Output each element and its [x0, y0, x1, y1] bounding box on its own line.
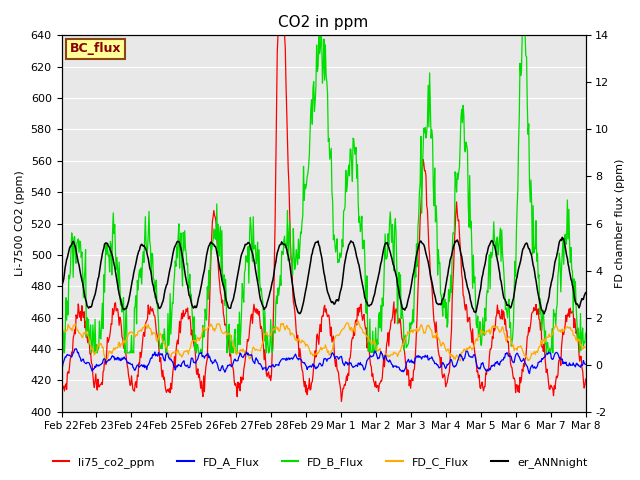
Legend: li75_co2_ppm, FD_A_Flux, FD_B_Flux, FD_C_Flux, er_ANNnight: li75_co2_ppm, FD_A_Flux, FD_B_Flux, FD_C… — [48, 452, 592, 472]
Y-axis label: FD chamber flux (ppm): FD chamber flux (ppm) — [615, 159, 625, 288]
Text: BC_flux: BC_flux — [69, 42, 121, 55]
Y-axis label: Li-7500 CO2 (ppm): Li-7500 CO2 (ppm) — [15, 170, 25, 276]
Title: CO2 in ppm: CO2 in ppm — [278, 15, 369, 30]
